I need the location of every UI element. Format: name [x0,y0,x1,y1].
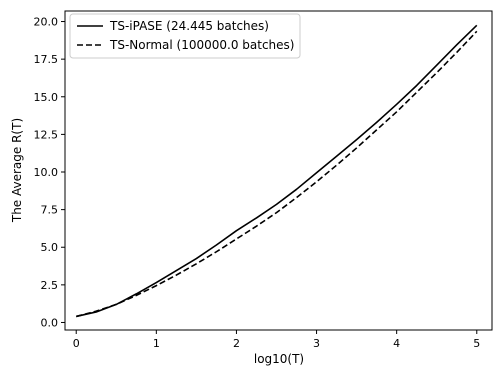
x-axis: 0 1 2 3 4 5 [73,330,480,350]
x-tick-label: 4 [393,337,400,350]
legend-frame [69,13,301,59]
y-axis-label: The Average R(T) [10,118,24,223]
y-tick-label: 15.0 [34,91,59,104]
x-tick-label: 5 [473,337,480,350]
y-tick-label: 5.0 [41,241,59,254]
y-tick-label: 17.5 [34,53,59,66]
plot-area [64,10,493,331]
legend-label-ts-ipase: TS-iPASE (24.445 batches) [109,19,269,33]
y-tick-label: 10.0 [34,166,59,179]
x-tick-label: 3 [313,337,320,350]
x-axis-label: log10(T) [254,352,304,366]
x-tick-label: 2 [233,337,240,350]
x-tick-label: 1 [153,337,160,350]
legend: TS-iPASE (24.445 batches) TS-Normal (100… [69,13,301,59]
y-axis: 0.0 2.5 5.0 7.5 10.0 12.5 15.0 17.5 20.0 [34,16,65,329]
series-line-ts-normal [76,30,478,318]
series-line-ts-ipase [76,24,478,318]
y-tick-label: 7.5 [41,204,59,217]
plot-frame [64,10,493,331]
y-tick-label: 0.0 [41,316,59,329]
y-tick-label: 2.5 [41,279,59,292]
y-tick-label: 20.0 [34,16,59,29]
series-group [76,24,478,318]
legend-label-ts-normal: TS-Normal (100000.0 batches) [109,38,294,52]
y-tick-label: 12.5 [34,128,59,141]
x-tick-label: 0 [73,337,80,350]
